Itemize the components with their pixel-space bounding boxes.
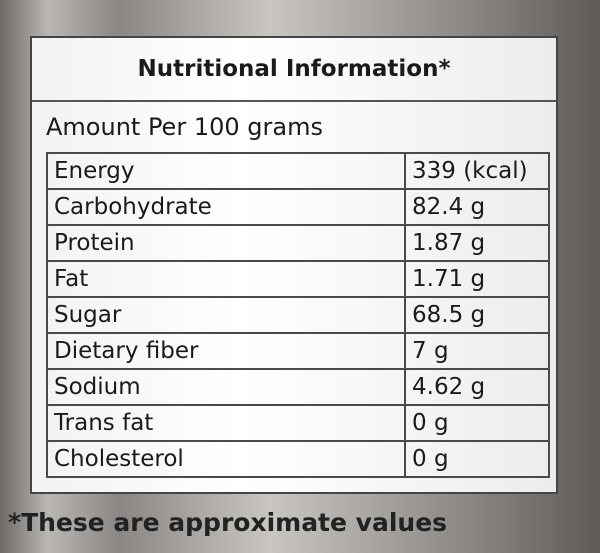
nutrition-table: Energy 339 (kcal) Carbohydrate 82.4 g Protei… — [46, 152, 550, 478]
nutrient-name: Energy — [46, 152, 406, 190]
serving-basis: Amount Per 100 grams — [46, 113, 323, 141]
footnote: *These are approximate values — [8, 508, 448, 537]
nutrient-name: Cholesterol — [46, 440, 406, 478]
nutrient-name: Sugar — [46, 296, 406, 334]
nutrient-name: Protein — [46, 224, 406, 262]
nutrient-amount: 68.5 g — [404, 296, 550, 334]
nutrient-row: Dietary fiber 7 g — [46, 332, 550, 370]
nutrient-amount: 0 g — [404, 404, 550, 442]
nutrient-row: Cholesterol 0 g — [46, 440, 550, 478]
title: Nutritional Information* — [32, 38, 556, 102]
nutrient-name: Dietary fiber — [46, 332, 406, 370]
nutrient-name: Trans fat — [46, 404, 406, 442]
nutrient-row: Trans fat 0 g — [46, 404, 550, 442]
nutrient-name: Sodium — [46, 368, 406, 406]
nutrient-name: Carbohydrate — [46, 188, 406, 226]
nutrient-name: Fat — [46, 260, 406, 298]
nutrient-amount: 4.62 g — [404, 368, 550, 406]
nutrient-amount: 7 g — [404, 332, 550, 370]
nutrient-amount: 1.71 g — [404, 260, 550, 298]
nutrient-amount: 82.4 g — [404, 188, 550, 226]
nutrient-amount: 0 g — [404, 440, 550, 478]
nutrient-row: Energy 339 (kcal) — [46, 152, 550, 190]
nutrient-row: Protein 1.87 g — [46, 224, 550, 262]
nutrient-row: Sodium 4.62 g — [46, 368, 550, 406]
nutrient-amount: 339 (kcal) — [404, 152, 550, 190]
nutrient-row: Fat 1.71 g — [46, 260, 550, 298]
nutrient-amount: 1.87 g — [404, 224, 550, 262]
nutrition-panel: Nutritional Information* Amount Per 100 … — [30, 36, 558, 494]
nutrient-row: Carbohydrate 82.4 g — [46, 188, 550, 226]
nutrient-row: Sugar 68.5 g — [46, 296, 550, 334]
